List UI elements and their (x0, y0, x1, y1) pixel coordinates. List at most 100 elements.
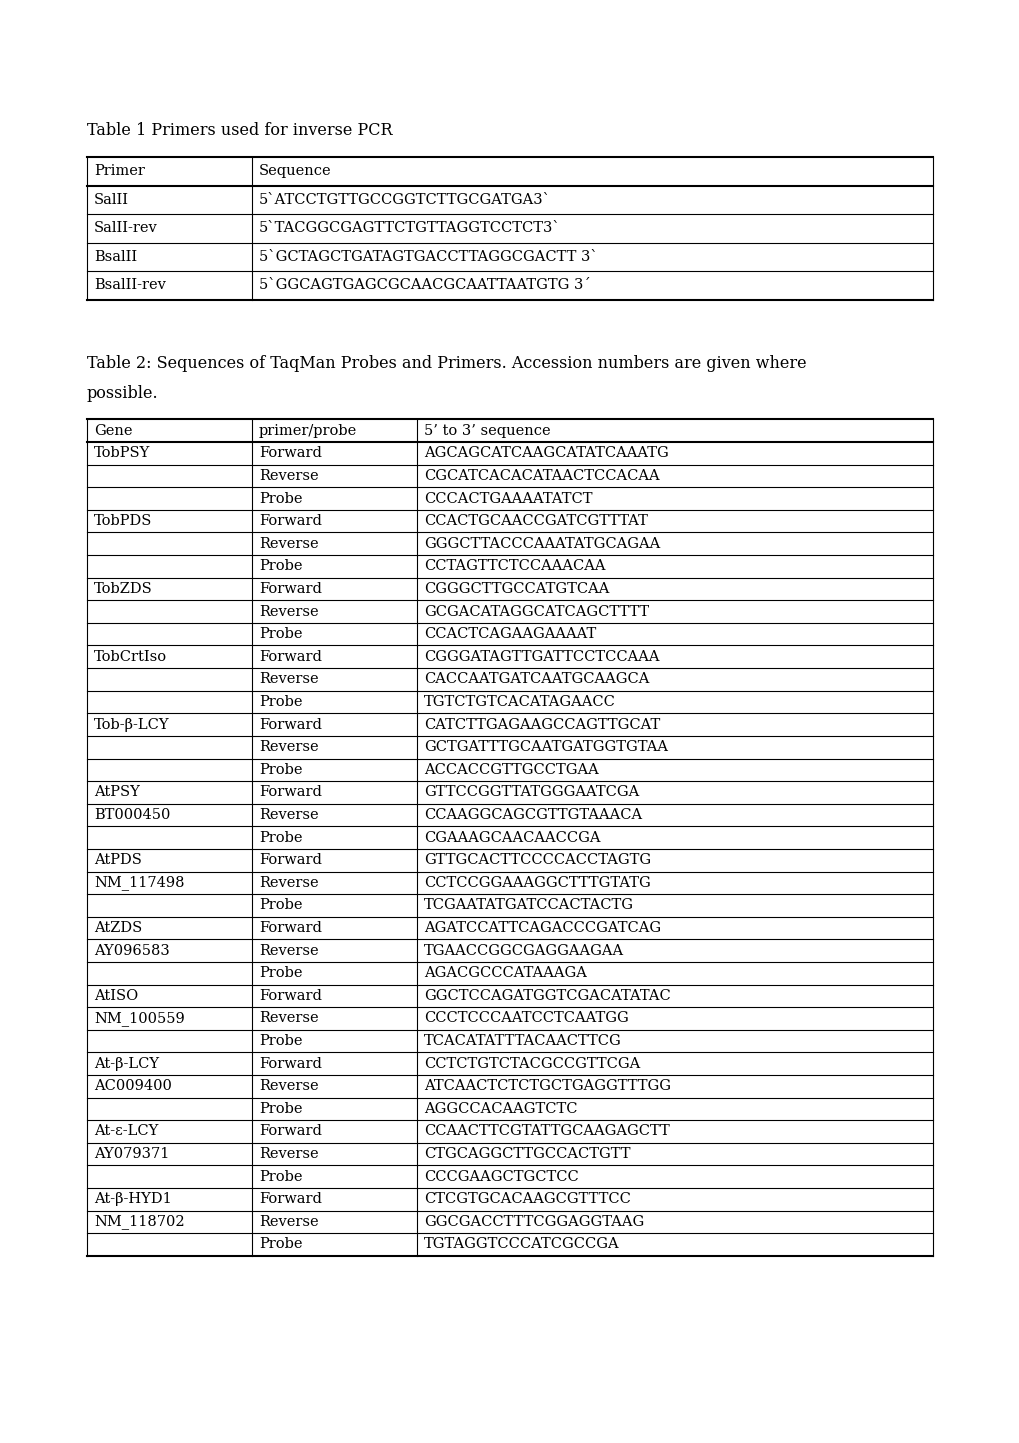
Text: CGGGCTTGCCATGTCAA: CGGGCTTGCCATGTCAA (424, 582, 608, 596)
Text: ACCACCGTTGCCTGAA: ACCACCGTTGCCTGAA (424, 763, 598, 776)
Text: GGCTCCAGATGGTCGACATATAC: GGCTCCAGATGGTCGACATATAC (424, 988, 671, 1003)
Text: Probe: Probe (259, 967, 302, 980)
Text: AtISO: AtISO (94, 988, 138, 1003)
Text: Forward: Forward (259, 446, 321, 460)
Text: NM_100559: NM_100559 (94, 1012, 184, 1026)
Text: CGAAAGCAACAACCGA: CGAAAGCAACAACCGA (424, 831, 600, 844)
Text: 5’ to 3’ sequence: 5’ to 3’ sequence (424, 424, 550, 437)
Text: Reverse: Reverse (259, 876, 318, 890)
Text: 5`GGCAGTGAGCGCAACGCAATTAATGTG 3´: 5`GGCAGTGAGCGCAACGCAATTAATGTG 3´ (259, 278, 590, 293)
Text: Probe: Probe (259, 763, 302, 776)
Text: Reverse: Reverse (259, 1215, 318, 1229)
Text: CCACTCAGAAGAAAAT: CCACTCAGAAGAAAAT (424, 628, 596, 641)
Text: BsalII: BsalII (94, 250, 137, 264)
Text: TCGAATATGATCCACTACTG: TCGAATATGATCCACTACTG (424, 899, 634, 912)
Text: Forward: Forward (259, 988, 321, 1003)
Text: possible.: possible. (87, 384, 158, 401)
Text: GCTGATTTGCAATGATGGTGTAA: GCTGATTTGCAATGATGGTGTAA (424, 740, 667, 755)
Text: At-β-HYD1: At-β-HYD1 (94, 1192, 171, 1206)
Text: CCCACTGAAAATATCT: CCCACTGAAAATATCT (424, 492, 592, 505)
Text: TobZDS: TobZDS (94, 582, 153, 596)
Text: CGCATCACACATAACTCCACAA: CGCATCACACATAACTCCACAA (424, 469, 659, 483)
Text: Probe: Probe (259, 628, 302, 641)
Text: GTTCCGGTTATGGGAATCGA: GTTCCGGTTATGGGAATCGA (424, 785, 639, 799)
Text: CCACTGCAACCGATCGTTTAT: CCACTGCAACCGATCGTTTAT (424, 514, 647, 528)
Text: Reverse: Reverse (259, 469, 318, 483)
Text: Probe: Probe (259, 696, 302, 709)
Text: AY079371: AY079371 (94, 1147, 169, 1162)
Text: Gene: Gene (94, 424, 132, 437)
Text: Reverse: Reverse (259, 605, 318, 619)
Text: TGTAGGTCCCATCGCCGA: TGTAGGTCCCATCGCCGA (424, 1238, 619, 1251)
Text: GCGACATAGGCATCAGCTTTT: GCGACATAGGCATCAGCTTTT (424, 605, 648, 619)
Text: AGCAGCATCAAGCATATCAAATG: AGCAGCATCAAGCATATCAAATG (424, 446, 668, 460)
Text: Primer: Primer (94, 165, 145, 179)
Text: Reverse: Reverse (259, 537, 318, 551)
Text: Forward: Forward (259, 1056, 321, 1071)
Text: Probe: Probe (259, 899, 302, 912)
Text: Probe: Probe (259, 1238, 302, 1251)
Text: Reverse: Reverse (259, 944, 318, 958)
Text: Probe: Probe (259, 1170, 302, 1183)
Text: BsalII-rev: BsalII-rev (94, 278, 165, 293)
Text: AGGCCACAAGTCTC: AGGCCACAAGTCTC (424, 1102, 577, 1115)
Text: CTCGTGCACAAGCGTTTCC: CTCGTGCACAAGCGTTTCC (424, 1192, 631, 1206)
Text: CCTAGTTCTCCAAACAA: CCTAGTTCTCCAAACAA (424, 560, 605, 573)
Text: CCCTCCCAATCCTCAATGG: CCCTCCCAATCCTCAATGG (424, 1012, 628, 1026)
Text: TCACATATTTACAACTTCG: TCACATATTTACAACTTCG (424, 1035, 622, 1048)
Text: TobCrtIso: TobCrtIso (94, 649, 167, 664)
Text: BT000450: BT000450 (94, 808, 170, 823)
Text: TGAACCGGCGAGGAAGAA: TGAACCGGCGAGGAAGAA (424, 944, 624, 958)
Text: Probe: Probe (259, 1102, 302, 1115)
Text: TobPDS: TobPDS (94, 514, 152, 528)
Text: GGGCTTACCCAAATATGCAGAA: GGGCTTACCCAAATATGCAGAA (424, 537, 659, 551)
Text: Reverse: Reverse (259, 1012, 318, 1026)
Text: AGACGCCCATAAAGA: AGACGCCCATAAAGA (424, 967, 586, 980)
Text: AtPSY: AtPSY (94, 785, 140, 799)
Text: Table 1 Primers used for inverse PCR: Table 1 Primers used for inverse PCR (87, 123, 392, 139)
Text: CCAAGGCAGCGTTGTAAACA: CCAAGGCAGCGTTGTAAACA (424, 808, 642, 823)
Text: Tob-β-LCY: Tob-β-LCY (94, 717, 169, 732)
Text: Reverse: Reverse (259, 672, 318, 687)
Text: Forward: Forward (259, 1124, 321, 1139)
Text: Table 2: Sequences of TaqMan Probes and Primers. Accession numbers are given whe: Table 2: Sequences of TaqMan Probes and … (87, 355, 806, 371)
Text: Forward: Forward (259, 717, 321, 732)
Text: CCCGAAGCTGCTCC: CCCGAAGCTGCTCC (424, 1170, 578, 1183)
Text: AGATCCATTCAGACCCGATCAG: AGATCCATTCAGACCCGATCAG (424, 921, 660, 935)
Text: Forward: Forward (259, 1192, 321, 1206)
Text: CCAACTTCGTATTGCAAGAGCTT: CCAACTTCGTATTGCAAGAGCTT (424, 1124, 669, 1139)
Text: At-β-LCY: At-β-LCY (94, 1056, 159, 1071)
Text: Reverse: Reverse (259, 740, 318, 755)
Text: TGTCTGTCACATAGAACC: TGTCTGTCACATAGAACC (424, 696, 615, 709)
Text: NM_118702: NM_118702 (94, 1215, 184, 1229)
Text: TobPSY: TobPSY (94, 446, 150, 460)
Text: Forward: Forward (259, 649, 321, 664)
Text: CTGCAGGCTTGCCACTGTT: CTGCAGGCTTGCCACTGTT (424, 1147, 630, 1162)
Text: CCTCTGTCTACGCCGTTCGA: CCTCTGTCTACGCCGTTCGA (424, 1056, 640, 1071)
Text: AtZDS: AtZDS (94, 921, 142, 935)
Text: GGCGACCTTTCGGAGGTAAG: GGCGACCTTTCGGAGGTAAG (424, 1215, 644, 1229)
Text: Probe: Probe (259, 560, 302, 573)
Text: Forward: Forward (259, 514, 321, 528)
Text: Reverse: Reverse (259, 1147, 318, 1162)
Text: NM_117498: NM_117498 (94, 876, 184, 890)
Text: Forward: Forward (259, 582, 321, 596)
Text: Sequence: Sequence (259, 165, 331, 179)
Text: primer/probe: primer/probe (259, 424, 357, 437)
Text: Reverse: Reverse (259, 808, 318, 823)
Text: Probe: Probe (259, 492, 302, 505)
Text: ATCAACTCTCTGCTGAGGTTTGG: ATCAACTCTCTGCTGAGGTTTGG (424, 1079, 671, 1094)
Text: Forward: Forward (259, 853, 321, 867)
Text: CGGGATAGTTGATTCCTCCAAA: CGGGATAGTTGATTCCTCCAAA (424, 649, 659, 664)
Text: SalII-rev: SalII-rev (94, 221, 158, 235)
Text: Forward: Forward (259, 921, 321, 935)
Text: AtPDS: AtPDS (94, 853, 142, 867)
Text: Forward: Forward (259, 785, 321, 799)
Text: GTTGCACTTCCCCACCTAGTG: GTTGCACTTCCCCACCTAGTG (424, 853, 650, 867)
Text: CATCTTGAGAAGCCAGTTGCAT: CATCTTGAGAAGCCAGTTGCAT (424, 717, 659, 732)
Text: 5`GCTAGCTGATAGTGACCTTAGGCGACTT 3`: 5`GCTAGCTGATAGTGACCTTAGGCGACTT 3` (259, 250, 597, 264)
Text: AC009400: AC009400 (94, 1079, 171, 1094)
Text: AY096583: AY096583 (94, 944, 169, 958)
Text: At-ε-LCY: At-ε-LCY (94, 1124, 158, 1139)
Text: 5`TACGGCGAGTTCTGTTAGGTCCTCT3`: 5`TACGGCGAGTTCTGTTAGGTCCTCT3` (259, 221, 560, 235)
